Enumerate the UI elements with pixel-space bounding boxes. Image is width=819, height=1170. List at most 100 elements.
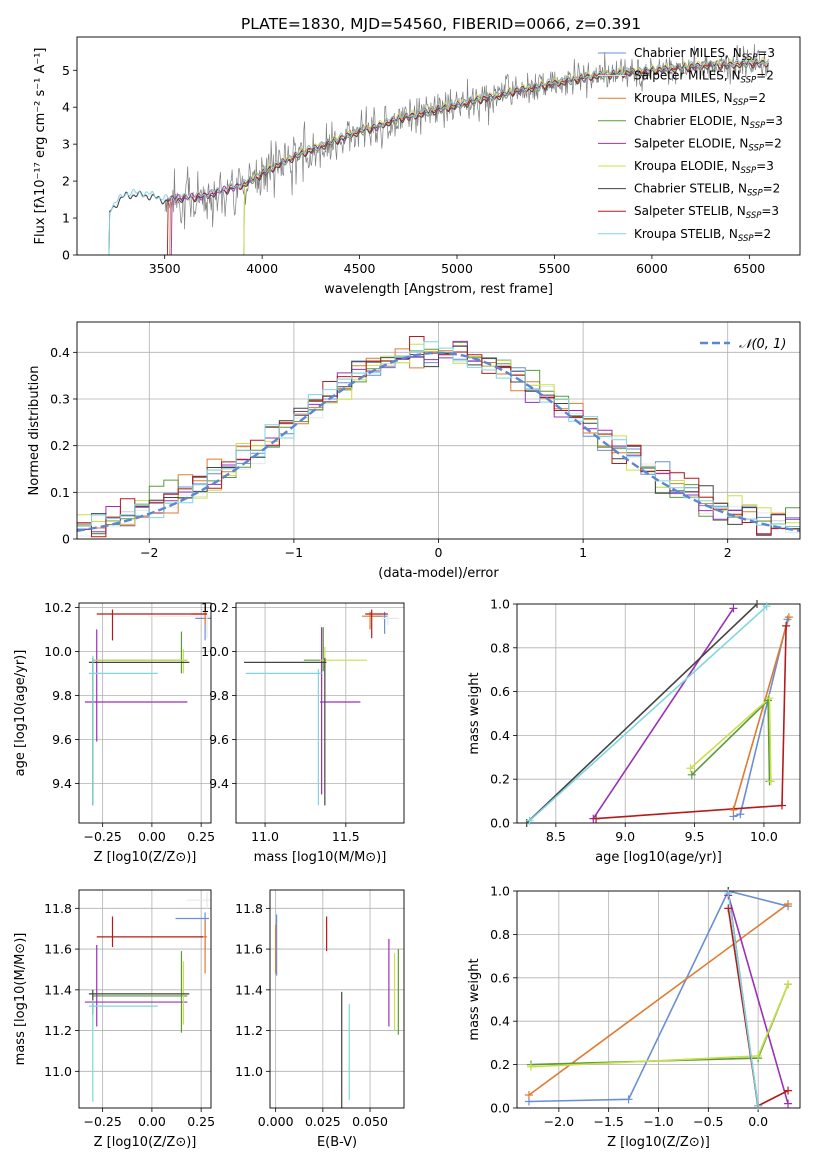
mass_vs_Z-ytick-label: 11.8 <box>44 901 72 916</box>
spectrum-xtick-label: 6500 <box>733 261 765 276</box>
weight_vs_age-xlabel: age [log10(age/yr)] <box>595 850 722 865</box>
spectrum-ytick-label: 4 <box>62 100 70 115</box>
spectrum-ytick-label: 1 <box>62 211 70 226</box>
spectrum-ytick-label: 3 <box>62 137 70 152</box>
spectrum-ytick-label: 2 <box>62 174 70 189</box>
weight_vs_Z-frame <box>516 890 801 1109</box>
weight_vs_Z-xlabel: Z [log10(Z/Z⊙)] <box>607 1135 710 1150</box>
weight_vs_age-marker-7 <box>592 814 601 823</box>
weight_vs_age-marker-5 <box>686 764 695 773</box>
residuals-ylabel: Normed distribution <box>27 366 42 496</box>
age_vs_Z-xtick-label: 0.00 <box>138 829 166 844</box>
weight_vs_Z-ytick-label: 0.0 <box>490 1101 510 1116</box>
spectrum-ytick-label: 0 <box>62 248 70 263</box>
weight_vs_Z-ytick-label: 0.2 <box>490 1057 510 1072</box>
weight_vs_Z-panel: −2.0 −1.5 −1.0 −0.5 0.0 0.0 0.2 0.4 0.6 0.8 1.0 Z [… <box>467 884 801 1150</box>
spectrum-panel: 3500 4000 4500 5000 5500 6000 6500 0 1 2 3 4 5 wavele… <box>33 36 801 297</box>
mass_vs_ebv-frame <box>269 889 405 1109</box>
legend-label-6: Chabrier STELIB, NSSP=2 <box>634 182 780 199</box>
age_vs_Z-xtick-label: 0.25 <box>187 829 215 844</box>
mass_vs_Z-ytick-label: 11.2 <box>44 1023 72 1038</box>
weight_vs_age-ytick-label: 0.2 <box>490 772 510 787</box>
legend-label-4: Salpeter ELODIE, NSSP=2 <box>634 136 782 153</box>
mass_vs_Z-xtick-label: 0.00 <box>138 1114 166 1129</box>
weight_vs_Z-marker-5 <box>784 980 793 989</box>
weight_vs_age-xtick-label: 8.5 <box>546 829 566 844</box>
weight_vs_age-plot-area <box>517 604 800 823</box>
age_vs_mass-xlabel: mass [log10(M/M⊙)] <box>254 850 387 865</box>
weight_vs_Z-xtick-label: −1.5 <box>593 1114 623 1129</box>
weight_vs_age-frame <box>516 603 801 824</box>
mass_vs_Z-ytick-label: 11.0 <box>44 1064 72 1079</box>
age_vs_mass-ytick-label: 9.8 <box>209 688 229 703</box>
weight_vs_age-line-8 <box>528 605 768 822</box>
legend-label-0: Chabrier MILES, NSSP=3 <box>634 46 775 63</box>
mass_vs_ebv-panel: 0.000 0.025 0.050 11.0 11.2 11.4 11.6 11.8 E(B-V… <box>235 889 405 1150</box>
weight_vs_age-marker-0 <box>783 615 792 624</box>
spectrum-model-4 <box>170 58 769 255</box>
age_vs_Z-ytick-label: 9.6 <box>52 732 72 747</box>
mass_vs_ebv-ytick-label: 11.6 <box>235 942 263 957</box>
residuals-ytick-label: 0.3 <box>50 392 70 407</box>
weight_vs_age-xtick-label: 10.0 <box>750 829 778 844</box>
weight_vs_Z-ylabel: mass weight <box>467 958 482 1040</box>
age_vs_Z-ytick-label: 9.8 <box>52 688 72 703</box>
mass_vs_ebv-xlabel: E(B-V) <box>317 1135 357 1150</box>
residuals-xtick-label: −2 <box>140 545 158 560</box>
weight_vs_Z-marker-5 <box>754 1051 763 1060</box>
mass_vs_Z-frame <box>78 889 212 1109</box>
weight_vs_age-ytick-label: 0.0 <box>490 816 510 831</box>
mass_vs_Z-xtick-label: −0.25 <box>83 1114 121 1129</box>
figure-title: PLATE=1830, MJD=54560, FIBERID=0066, z=0… <box>241 15 641 33</box>
age_vs_Z-panel: −0.25 0.00 0.25 9.4 9.6 9.8 10.0 10.2 Z [log10(Z… <box>13 600 215 865</box>
residuals-xtick-label: 0 <box>435 545 443 560</box>
weight_vs_Z-marker-4 <box>784 1099 793 1108</box>
spectrum-model-8 <box>108 57 769 255</box>
residual-hist-8 <box>77 341 800 528</box>
weight_vs_age-marker-3 <box>687 770 696 779</box>
mass_vs_ebv-xtick-label: 0.000 <box>258 1114 294 1129</box>
weight_vs_age-marker-8 <box>525 816 534 825</box>
residuals-ytick-label: 0.1 <box>50 485 70 500</box>
weight_vs_age-marker-0 <box>736 810 745 819</box>
gaussian-reference-curve <box>77 351 800 532</box>
mass_vs_ebv-plot-area <box>270 890 404 1108</box>
mass_vs_ebv-ytick-label: 11.4 <box>235 982 263 997</box>
legend-label-2: Kroupa MILES, NSSP=2 <box>634 91 766 108</box>
weight_vs_Z-xtick-label: −0.5 <box>693 1114 723 1129</box>
mass_vs_Z-plot-area <box>79 890 211 1108</box>
spectrum-xtick-label: 6000 <box>636 261 668 276</box>
mass_vs_Z-xlabel: Z [log10(Z/Z⊙)] <box>94 1135 197 1150</box>
weight_vs_age-marker-8 <box>762 602 771 611</box>
spectrum-xtick-label: 5000 <box>441 261 473 276</box>
weight_vs_Z-marker-8 <box>754 1101 763 1110</box>
age_vs_Z-xlabel: Z [log10(Z/Z⊙)] <box>94 850 197 865</box>
age_vs_Z-xtick-label: −0.25 <box>83 829 121 844</box>
weight_vs_age-ytick-label: 1.0 <box>490 597 510 612</box>
weight_vs_Z-ytick-label: 0.4 <box>490 1014 510 1029</box>
legend-label-8: Kroupa STELIB, NSSP=2 <box>634 227 771 244</box>
weight_vs_Z-marker-2 <box>524 1090 533 1099</box>
mass_vs_Z-ytick-label: 11.6 <box>44 942 72 957</box>
weight_vs_age-ytick-label: 0.4 <box>490 728 510 743</box>
weight_vs_age-marker-2 <box>784 613 793 622</box>
weight_vs_Z-ytick-label: 1.0 <box>490 884 510 899</box>
residuals-xtick-label: 1 <box>579 545 587 560</box>
age_vs_mass-ytick-label: 9.6 <box>209 732 229 747</box>
weight_vs_Z-line-5 <box>530 983 789 1068</box>
spectrum-xlabel: wavelength [Angstrom, rest frame] <box>324 282 553 297</box>
legend-label-5: Kroupa ELODIE, NSSP=3 <box>634 159 774 176</box>
legend-label-1: Salpeter MILES, NSSP=2 <box>634 69 774 86</box>
spectrum-plot-area <box>108 44 769 255</box>
weight_vs_Z-xtick-label: −1.0 <box>643 1114 673 1129</box>
spectrum-xtick-label: 5500 <box>539 261 571 276</box>
age_vs_Z-frame <box>78 602 212 824</box>
weight_vs_age-xtick-label: 9.5 <box>685 829 705 844</box>
residuals-ytick-label: 0.2 <box>50 438 70 453</box>
spectrum-frame <box>76 36 801 256</box>
weight_vs_age-marker-7 <box>777 801 786 810</box>
mass_vs_Z-ylabel: mass [log10(M/M⊙)] <box>13 933 28 1066</box>
spectrum-xtick-label: 3500 <box>149 261 181 276</box>
mass_vs_Z-xtick-label: 0.25 <box>187 1114 215 1129</box>
age_vs_mass-ytick-label: 10.2 <box>201 600 229 615</box>
